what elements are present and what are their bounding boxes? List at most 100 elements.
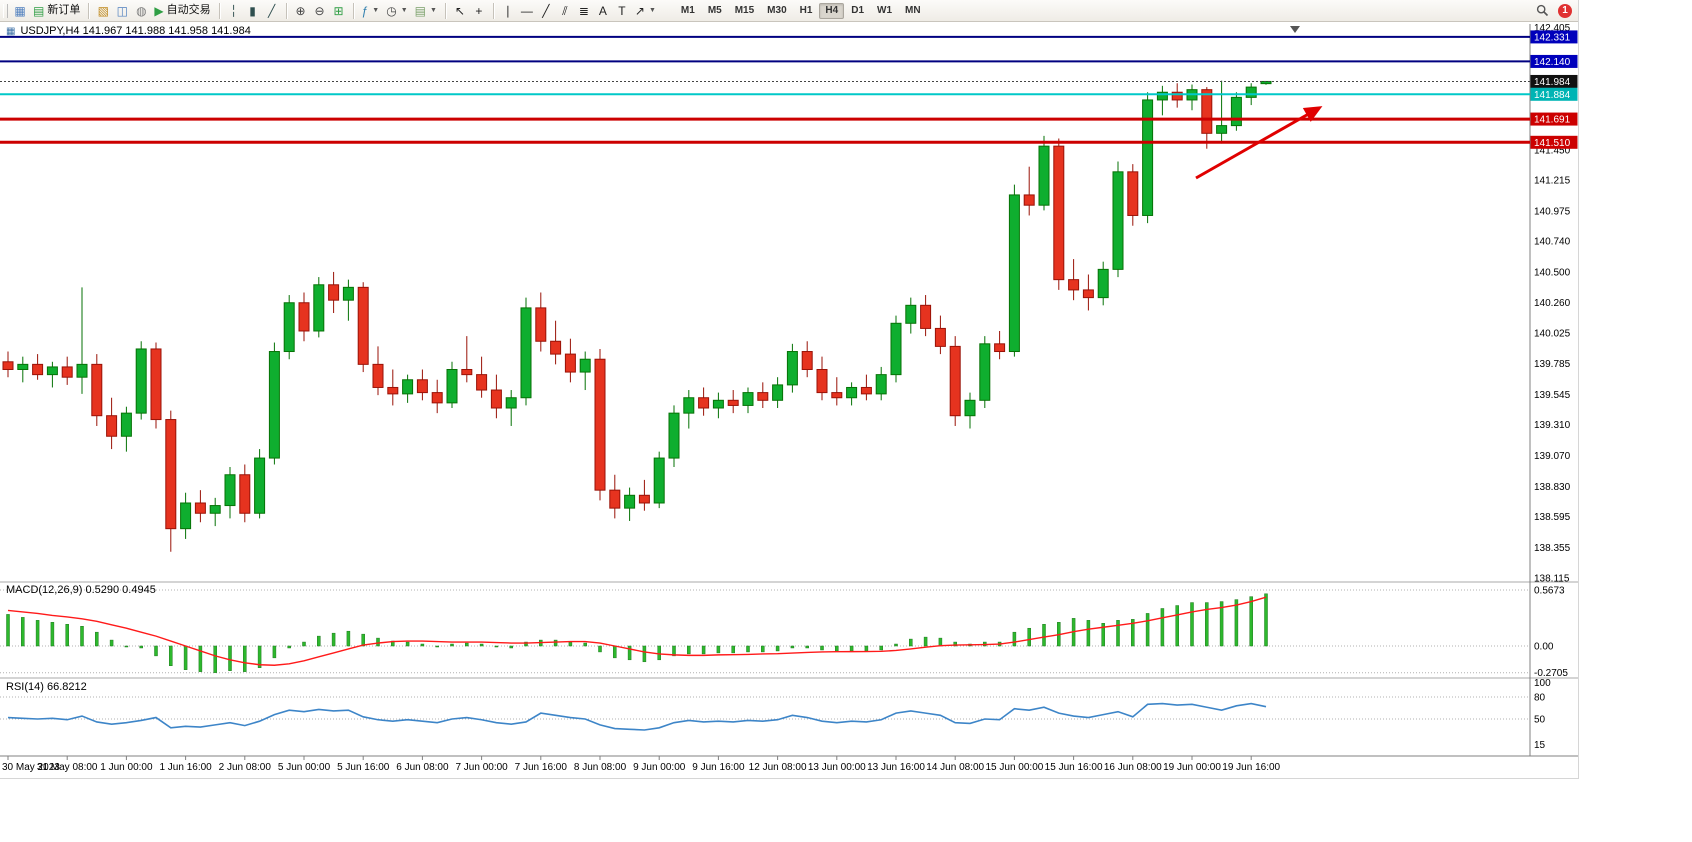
zoom-out-icon[interactable]: ⊖ [311, 2, 329, 20]
time-axis-label: 1 Jun 16:00 [159, 762, 212, 773]
pane-frame [0, 24, 1578, 757]
svg-text:140.975: 140.975 [1534, 206, 1571, 217]
channel-icon[interactable]: ⫽ [556, 2, 574, 20]
price-axis[interactable]: 142.405 141.450 141.215 140.975 140.740 140.5… [1534, 23, 1571, 585]
candlestick-chart-icon[interactable]: ▮ [244, 2, 262, 20]
text-icon[interactable]: A [594, 2, 612, 20]
periods-icon[interactable]: ◷ ▼ [383, 2, 410, 20]
notification-badge[interactable]: 1 [1558, 3, 1572, 18]
timeframe-button-d1[interactable]: D1 [845, 3, 870, 19]
candlestick-chart-icon-glyph: ▮ [249, 3, 256, 18]
search-icon[interactable] [1533, 2, 1552, 20]
timeframe-button-m1[interactable]: M1 [675, 3, 701, 19]
horizontal-line-icon[interactable]: ― [518, 2, 536, 20]
svg-text:0.5673: 0.5673 [1534, 586, 1565, 597]
cursor-icon[interactable]: ↖ [451, 2, 469, 20]
candle [61, 356, 73, 385]
candle [564, 338, 576, 383]
time-axis-label: 13 Jun 16:00 [867, 762, 925, 773]
time-axis-label: 19 Jun 16:00 [1222, 762, 1280, 773]
new-order-button[interactable]: ▤ 新订单 [30, 2, 83, 20]
time-axis-label: 15 Jun 16:00 [1045, 762, 1103, 773]
svg-text:141.884: 141.884 [1534, 90, 1571, 101]
indicators-icon[interactable]: ƒ ▼ [359, 2, 383, 20]
candle [1127, 164, 1139, 226]
time-axis-label: 30 May 2023 [2, 762, 60, 773]
candle [106, 397, 118, 450]
trendline-icon[interactable]: ╱ [537, 2, 555, 20]
candle [1082, 274, 1094, 311]
rsi-line [7, 702, 1267, 731]
label-icon[interactable]: T [613, 2, 631, 20]
svg-text:100: 100 [1534, 678, 1551, 689]
data-window-icon[interactable]: ◍ [132, 2, 150, 20]
timeframe-button-m5[interactable]: M5 [702, 3, 728, 19]
timeframe-button-h4[interactable]: H4 [819, 2, 845, 19]
time-axis-label: 5 Jun 16:00 [337, 762, 390, 773]
candle [1156, 85, 1168, 116]
arrows-icon[interactable]: ↗ ▼ [632, 2, 659, 20]
svg-text:139.785: 139.785 [1534, 359, 1571, 370]
candle [1038, 135, 1050, 211]
candle [609, 474, 621, 519]
horizontal-line-icon-glyph: ― [520, 3, 533, 18]
price-level-lines[interactable]: 142.331 142.140 141.984 141.884 141.691 141.5… [0, 30, 1578, 149]
timeframe-button-h1[interactable]: H1 [794, 3, 819, 19]
candle [209, 497, 221, 527]
svg-text:141.215: 141.215 [1534, 176, 1571, 187]
profiles-icon[interactable]: ▧ [94, 2, 112, 20]
text-icon-glyph: A [598, 3, 607, 18]
candle [624, 487, 636, 521]
chart-window-icon[interactable]: ▦ [11, 2, 29, 20]
market-watch-icon[interactable]: ◫ [113, 2, 131, 20]
candle [905, 297, 917, 334]
arrows-icon-glyph: ↗ [634, 3, 645, 18]
toolbar-drag-handle[interactable] [3, 3, 8, 18]
timeframe-button-m30[interactable]: M30 [761, 3, 792, 19]
trading-terminal-window: ▦ ▤ 新订单 ▧ ◫ ◍ ▶ 自动交易 ╎ ▮ ╱ ⊕ ⊖ ⊞ ƒ ▼ ◷ ▼ ▤ ▼ ↖ + ∣ ― ╱ ⫽ ≣ A T ↗ ▼ M1 M… [0, 0, 1579, 779]
candle [579, 351, 591, 391]
macd-pane: 0.5673 0.00 -0.2705 [0, 586, 1568, 679]
trendline-icon-glyph: ╱ [542, 3, 550, 18]
candle [786, 343, 798, 393]
trend-arrow-annotation[interactable] [1195, 106, 1323, 180]
fibonacci-icon[interactable]: ≣ [575, 2, 593, 20]
candle [165, 410, 177, 552]
main-toolbar: ▦ ▤ 新订单 ▧ ◫ ◍ ▶ 自动交易 ╎ ▮ ╱ ⊕ ⊖ ⊞ ƒ ▼ ◷ ▼ ▤ ▼ ↖ + ∣ ― ╱ ⫽ ≣ A T ↗ ▼ M1 M… [0, 0, 1578, 22]
chart-canvas[interactable]: 142.405 141.450 141.215 140.975 140.740 140.5… [0, 22, 1578, 778]
time-axis-label: 9 Jun 16:00 [692, 762, 745, 773]
auto-trading-button[interactable]: ▶ 自动交易 [151, 2, 213, 20]
candle [994, 330, 1006, 360]
timeframe-button-mn[interactable]: MN [899, 3, 927, 19]
candle [1186, 84, 1198, 111]
candle [653, 451, 665, 509]
candle [801, 341, 813, 378]
timeframe-button-m15[interactable]: M15 [729, 3, 760, 19]
vertical-line-icon[interactable]: ∣ [499, 2, 517, 20]
chart-title: ▦ USDJPY,H4 141.967 141.988 141.958 141.… [6, 25, 251, 37]
toolbar-separator [492, 2, 494, 19]
tile-windows-icon[interactable]: ⊞ [330, 2, 348, 20]
chart-shift-marker[interactable] [1290, 26, 1300, 33]
candle [949, 336, 961, 426]
candle [742, 387, 754, 414]
new-order-button-glyph: ▤ [33, 3, 45, 18]
crosshair-icon[interactable]: + [470, 2, 488, 20]
rsi-pane: 100 80 50 15 [0, 678, 1551, 751]
svg-text:139.545: 139.545 [1534, 390, 1571, 401]
bar-chart-icon[interactable]: ╎ [225, 2, 243, 20]
time-axis-label: 8 Jun 08:00 [574, 762, 627, 773]
templates-icon[interactable]: ▤ ▼ [412, 2, 440, 20]
candle [505, 390, 517, 426]
vertical-line-icon-glyph: ∣ [504, 3, 511, 18]
candle [712, 392, 724, 419]
line-chart-icon[interactable]: ╱ [263, 2, 281, 20]
candle [490, 374, 502, 419]
time-axis-label: 19 Jun 00:00 [1163, 762, 1221, 773]
candle [698, 387, 710, 416]
time-axis-label: 15 Jun 00:00 [985, 762, 1043, 773]
timeframe-button-w1[interactable]: W1 [871, 3, 898, 19]
zoom-in-icon-glyph: ⊕ [295, 3, 306, 18]
zoom-in-icon[interactable]: ⊕ [292, 2, 310, 20]
